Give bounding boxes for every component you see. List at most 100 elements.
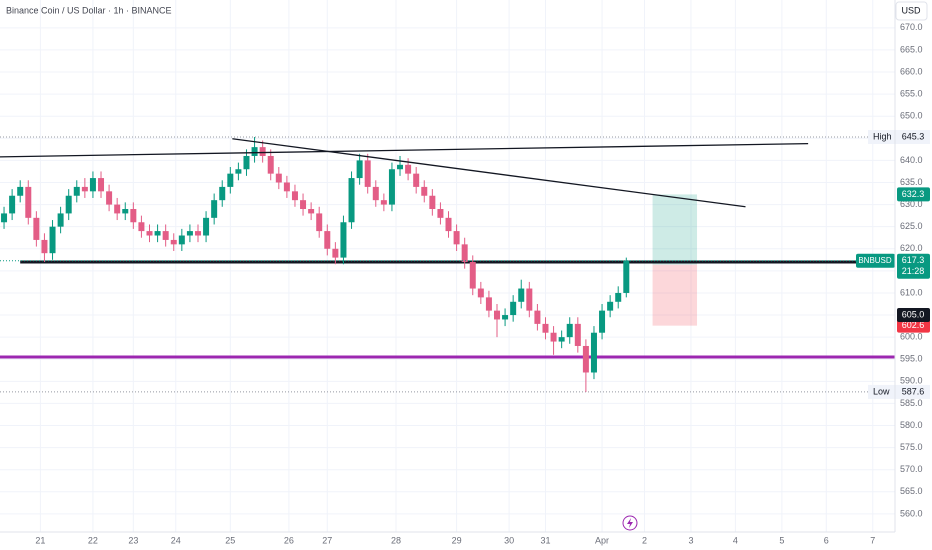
candle-body [138, 222, 145, 232]
candle-body [550, 332, 557, 342]
target-label-box [897, 187, 930, 202]
candle-body [574, 323, 581, 346]
x-tick-label: 6 [824, 535, 829, 545]
candle-body [405, 164, 412, 174]
candle-body [41, 239, 48, 254]
candle-body [227, 173, 234, 187]
candle-body [267, 155, 274, 174]
candle-body [429, 195, 436, 209]
candle-body [17, 186, 24, 196]
candle-body [251, 147, 258, 156]
extreme-tag-box [868, 384, 930, 399]
candle-body [566, 323, 573, 338]
candle-body [469, 262, 476, 289]
y-tick-label: 635.0 [900, 177, 923, 187]
candle-body [510, 301, 517, 316]
last-price-box [897, 253, 930, 279]
candle-body [308, 209, 315, 214]
x-tick-label: 25 [225, 535, 235, 545]
y-tick-label: 655.0 [900, 88, 923, 98]
x-tick-label: Apr [595, 535, 609, 545]
x-tick-label: 26 [284, 535, 294, 545]
candle-body [388, 169, 395, 205]
candle-body [493, 310, 500, 320]
candle-body [364, 160, 371, 187]
candle-body [397, 164, 404, 170]
candle-body [332, 248, 339, 258]
currency-box[interactable] [895, 1, 928, 21]
candle-body [65, 195, 72, 214]
candle-body [316, 213, 323, 232]
candle-body [186, 231, 193, 236]
candle-body [380, 200, 387, 205]
candle-body [300, 200, 307, 209]
chart-title: Binance Coin / US Dollar · 1h · BINANCE [6, 5, 172, 15]
stop-label: 602.6 [902, 320, 925, 330]
replay-icon[interactable] [622, 515, 638, 531]
candle-body [57, 213, 64, 227]
x-tick-label: 23 [128, 535, 138, 545]
candle-body [73, 186, 80, 196]
candle-body [340, 222, 347, 258]
candle-body [194, 231, 201, 236]
currency[interactable]: USD [901, 5, 921, 15]
x-tick-label: 3 [688, 535, 693, 545]
candle-body [615, 292, 622, 302]
x-tick-label: 24 [171, 535, 181, 545]
y-tick-label: 660.0 [900, 66, 923, 76]
trendline [0, 142, 809, 158]
candle-body [590, 332, 597, 373]
extreme-tag-box [868, 129, 930, 144]
trendline [232, 138, 746, 208]
candle-body [146, 231, 153, 236]
candle-body [130, 209, 137, 223]
candle-body [372, 186, 379, 201]
y-tick-label: 650.0 [900, 111, 923, 121]
last-price: 617.3 [902, 255, 925, 265]
candle-body [1, 213, 8, 223]
crosshair-label-box [897, 308, 930, 323]
y-tick-label: 575.0 [900, 442, 923, 452]
crosshair-label: 605.0 [902, 309, 925, 319]
y-tick-label: 580.0 [900, 420, 923, 430]
x-tick-label: 28 [391, 535, 401, 545]
y-tick-label: 610.0 [900, 287, 923, 297]
candle-body [485, 297, 492, 311]
symbol: BNBUSD [858, 256, 892, 265]
candle-body [81, 186, 88, 192]
y-tick-label: 585.0 [900, 398, 923, 408]
x-tick-label: 5 [779, 535, 784, 545]
y-tick-label: 570.0 [900, 464, 923, 474]
y-tick-label: 600.0 [900, 332, 923, 342]
candle-body [162, 231, 169, 240]
candle-body [534, 310, 541, 324]
candle-body [89, 178, 96, 192]
candle-body [114, 204, 121, 214]
candle-body [178, 235, 185, 245]
candle-body [348, 178, 355, 223]
candle-body [154, 231, 161, 236]
candle-body [211, 200, 218, 218]
icon-bolt[interactable] [627, 518, 633, 528]
candle-body [170, 239, 177, 245]
target-zone [652, 194, 698, 265]
candle-body [453, 231, 460, 245]
x-tick-label: 27 [322, 535, 332, 545]
x-tick-label: 2 [642, 535, 647, 545]
extreme-tag: High [873, 131, 892, 141]
candle-body [49, 226, 56, 254]
candle-body [291, 191, 298, 201]
candle-body [542, 323, 549, 333]
y-tick-label: 625.0 [900, 221, 923, 231]
x-tick-label: 31 [540, 535, 550, 545]
stop-zone [652, 264, 698, 326]
symbol-box [856, 253, 895, 268]
candle-body [582, 345, 589, 373]
candle-body [526, 288, 533, 311]
candle-body [275, 173, 282, 183]
extreme-tag: Low [873, 386, 890, 396]
candle-body [324, 231, 331, 249]
candle-body [33, 217, 40, 240]
y-tick-label: 590.0 [900, 376, 923, 386]
